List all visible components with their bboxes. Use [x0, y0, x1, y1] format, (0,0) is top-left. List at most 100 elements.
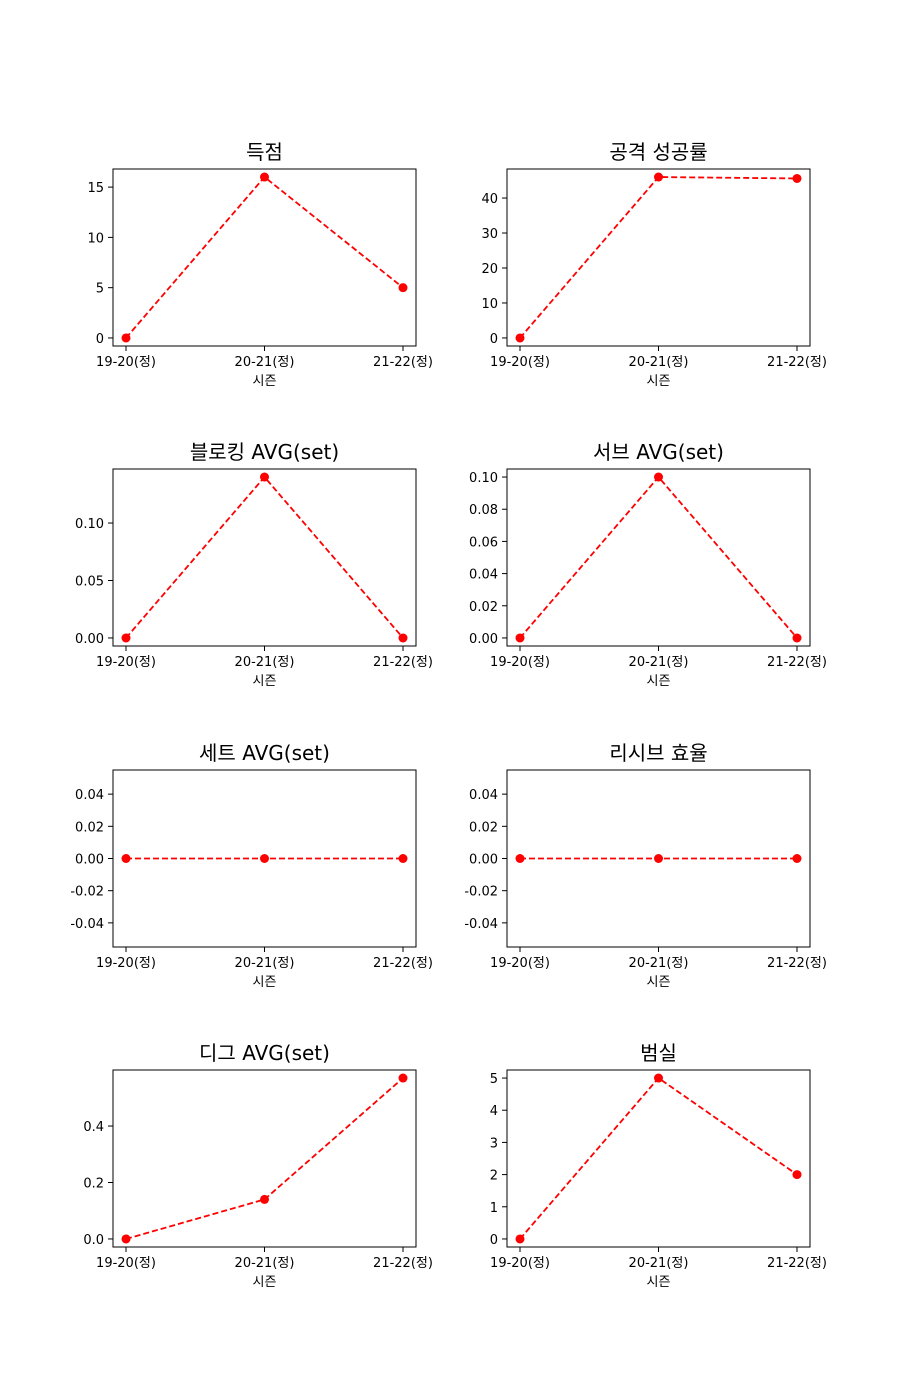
x-tick-label: 20-21(정) — [235, 1256, 295, 1271]
series-line — [125, 175, 404, 339]
y-tick-label: 1 — [490, 1201, 498, 1216]
chart-title: 리시브 효율 — [609, 741, 707, 765]
chart-title: 서브 AVG(set) — [593, 440, 724, 464]
chart-title: 공격 성공률 — [609, 140, 707, 164]
series-line — [125, 475, 404, 639]
y-tick-label: 0.02 — [469, 820, 498, 835]
x-tick-label: 20-21(정) — [629, 655, 689, 670]
y-tick-label: 5 — [96, 282, 104, 297]
y-tick-label: -0.04 — [464, 917, 498, 932]
y-tick-label: -0.02 — [464, 885, 498, 900]
y-tick-label: 0 — [490, 1233, 498, 1248]
y-tick-label: 0.04 — [75, 788, 104, 803]
data-point — [121, 333, 131, 343]
y-tick-label: 2 — [490, 1169, 498, 1184]
chart-title: 범실 — [640, 1041, 677, 1065]
y-tick-label: 4 — [490, 1104, 498, 1119]
y-tick-label: 0.04 — [469, 788, 498, 803]
chart-panel-5: 세트 AVG(set) -0.04 -0.02 0.00 0.02 0.04 19-20(정… — [70, 741, 433, 990]
y-tick-label: 40 — [481, 192, 498, 207]
y-tick-label: 0.4 — [83, 1120, 104, 1135]
x-tick-label: 21-22(정) — [767, 355, 827, 370]
data-point — [792, 854, 802, 863]
plot-frame — [112, 168, 417, 347]
y-tick-label: 0.10 — [469, 471, 498, 486]
chart-title: 블로킹 AVG(set) — [190, 440, 339, 464]
x-tick-label: 20-21(정) — [629, 355, 689, 370]
y-tick-label: 10 — [87, 231, 104, 246]
y-tick-label: 0 — [96, 332, 104, 347]
y-tick-label: 5 — [490, 1072, 498, 1087]
x-tick-label: 20-21(정) — [235, 355, 295, 370]
data-point — [121, 854, 131, 863]
x-axis-label: 시즌 — [647, 1275, 671, 1290]
y-tick-label: 0.00 — [75, 853, 104, 868]
data-point — [260, 854, 269, 863]
data-point — [398, 1073, 408, 1083]
series-line — [519, 475, 798, 639]
chart-title: 득점 — [246, 140, 283, 164]
data-point — [792, 173, 802, 183]
x-axis-label: 시즌 — [647, 975, 671, 990]
y-tick-label: 0.10 — [75, 517, 104, 532]
plot-frame — [112, 468, 417, 647]
y-tick-label: -0.04 — [70, 917, 104, 932]
y-tick-label: 0.04 — [469, 568, 498, 583]
y-tick-label: 0.08 — [469, 503, 498, 518]
data-point — [515, 854, 525, 863]
y-tick-label: 0.0 — [83, 1233, 104, 1248]
x-tick-label: 21-22(정) — [373, 956, 433, 971]
series-line — [125, 1077, 404, 1240]
plot-frame — [112, 1069, 417, 1248]
data-point — [792, 633, 802, 643]
series-line — [519, 176, 798, 339]
x-axis-label: 시즌 — [253, 374, 277, 389]
data-point — [792, 1170, 802, 1180]
y-tick-label: 20 — [481, 262, 498, 277]
x-tick-label: 21-22(정) — [767, 956, 827, 971]
y-tick-label: 0.05 — [75, 574, 104, 589]
x-tick-label: 21-22(정) — [373, 355, 433, 370]
chart-panel-7: 디그 AVG(set) 0.0 0.2 0.4 19-20(정) 20-21(정) 21-2… — [83, 1041, 433, 1290]
x-tick-label: 20-21(정) — [629, 1256, 689, 1271]
data-point — [260, 172, 269, 182]
y-tick-label: 0 — [490, 332, 498, 347]
x-tick-label: 19-20(정) — [490, 655, 550, 670]
x-tick-label: 21-22(정) — [767, 1256, 827, 1271]
y-tick-label: 0.00 — [75, 632, 104, 647]
x-tick-label: 20-21(정) — [629, 956, 689, 971]
y-tick-label: 0.00 — [469, 853, 498, 868]
x-tick-label: 19-20(정) — [96, 355, 156, 370]
x-tick-label: 19-20(정) — [96, 1256, 156, 1271]
chart-panel-2: 공격 성공률 0 10 20 30 40 19-20(정) 20-21(정) 21-22(정) 시… — [481, 140, 826, 389]
x-tick-label: 21-22(정) — [373, 655, 433, 670]
y-tick-label: 30 — [481, 227, 498, 242]
data-point — [654, 472, 663, 482]
chart-panel-6: 리시브 효율 -0.04 -0.02 0.00 0.02 0.04 19-20(정) 20-2… — [464, 741, 827, 990]
x-tick-label: 20-21(정) — [235, 956, 295, 971]
x-tick-label: 20-21(정) — [235, 655, 295, 670]
chart-panel-8: 범실 0 1 2 3 4 5 19-20(정) 20-21(정) 21-22(정) 시즌 — [490, 1041, 827, 1290]
chart-title: 세트 AVG(set) — [199, 741, 330, 765]
x-axis-label: 시즌 — [253, 674, 277, 689]
chart-title: 디그 AVG(set) — [199, 1041, 330, 1065]
y-tick-label: 0.02 — [469, 600, 498, 615]
data-point — [121, 633, 131, 643]
x-axis-label: 시즌 — [253, 1275, 277, 1290]
data-point — [121, 1234, 131, 1244]
data-point — [654, 854, 663, 863]
chart-panel-3: 블로킹 AVG(set) 0.00 0.05 0.10 19-20(정) 20-21(정)… — [75, 440, 433, 689]
y-tick-label: 0.02 — [75, 820, 104, 835]
series-line — [519, 1076, 798, 1240]
x-tick-label: 19-20(정) — [490, 1256, 550, 1271]
data-point — [398, 854, 408, 863]
x-tick-label: 21-22(정) — [767, 655, 827, 670]
data-point — [260, 1194, 269, 1204]
x-tick-label: 19-20(정) — [490, 355, 550, 370]
data-point — [515, 633, 525, 643]
x-tick-label: 19-20(정) — [96, 956, 156, 971]
data-point — [515, 333, 525, 343]
x-tick-label: 21-22(정) — [373, 1256, 433, 1271]
y-tick-label: 0.2 — [83, 1176, 104, 1191]
